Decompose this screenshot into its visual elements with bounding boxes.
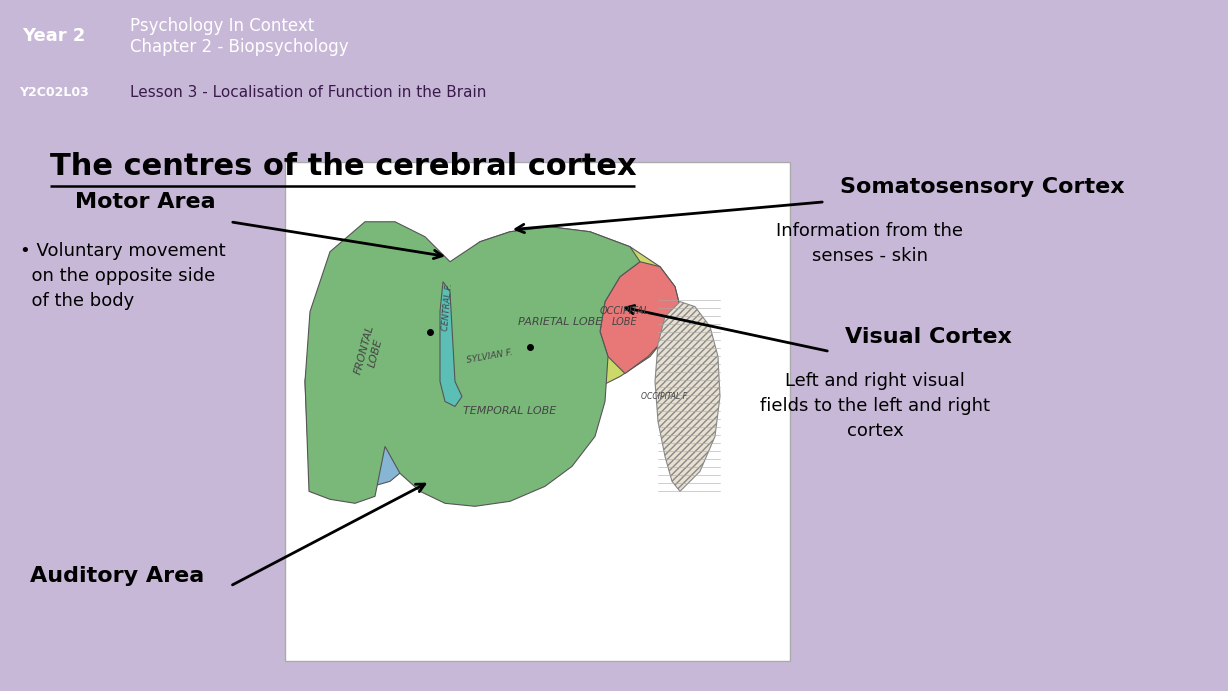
- Polygon shape: [655, 302, 720, 491]
- Text: Psychology In Context
Chapter 2 - Biopsychology: Psychology In Context Chapter 2 - Biopsy…: [130, 17, 349, 56]
- Text: Somatosensory Cortex: Somatosensory Cortex: [840, 177, 1125, 197]
- Text: Information from the
senses - skin: Information from the senses - skin: [776, 222, 964, 265]
- Polygon shape: [305, 222, 640, 507]
- Text: Visual Cortex: Visual Cortex: [845, 327, 1012, 347]
- Text: Year 2: Year 2: [22, 27, 86, 46]
- Text: Auditory Area: Auditory Area: [29, 566, 204, 586]
- Text: Left and right visual
fields to the left and right
cortex: Left and right visual fields to the left…: [760, 372, 990, 439]
- Text: TEMPORAL LOBE: TEMPORAL LOBE: [463, 406, 556, 417]
- Polygon shape: [305, 231, 456, 496]
- Polygon shape: [600, 262, 680, 374]
- Text: Motor Area: Motor Area: [75, 192, 216, 212]
- Text: CENTRAL F.: CENTRAL F.: [441, 283, 454, 331]
- Text: The centres of the cerebral cortex: The centres of the cerebral cortex: [50, 152, 636, 181]
- Text: • Voluntary movement
  on the opposite side
  of the body: • Voluntary movement on the opposite sid…: [20, 242, 226, 310]
- Polygon shape: [449, 227, 680, 397]
- Text: Lesson 3 - Localisation of Function in the Brain: Lesson 3 - Localisation of Function in t…: [130, 85, 486, 100]
- Text: OCCIPITAL
LOBE: OCCIPITAL LOBE: [600, 306, 650, 328]
- Text: SYLVIAN F.: SYLVIAN F.: [467, 348, 515, 365]
- Polygon shape: [440, 282, 462, 406]
- Text: FRONTAL
LOBE: FRONTAL LOBE: [352, 324, 387, 379]
- Text: OCCIPITAL F.: OCCIPITAL F.: [641, 392, 689, 401]
- FancyBboxPatch shape: [285, 162, 790, 661]
- Text: Y2C02L03: Y2C02L03: [20, 86, 88, 99]
- Text: PARIETAL LOBE: PARIETAL LOBE: [518, 316, 602, 327]
